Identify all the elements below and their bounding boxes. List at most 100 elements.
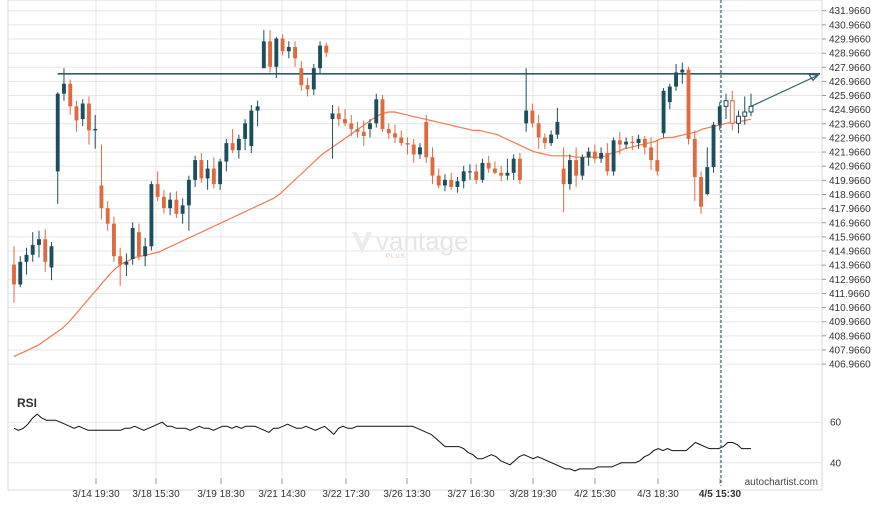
candle-body — [399, 137, 404, 144]
candle-body — [680, 69, 685, 73]
price-tick-label: 426.9660 — [829, 77, 871, 88]
price-tick-label: 418.9660 — [829, 190, 871, 201]
watermark: vantage PLUS — [352, 226, 469, 260]
candle-body — [492, 168, 497, 173]
candle-body — [274, 38, 279, 67]
price-tick-label: 431.9660 — [829, 6, 871, 17]
candle-body — [30, 244, 35, 255]
candle-body — [280, 38, 285, 52]
price-tick-label: 419.9660 — [829, 176, 871, 187]
price-tick-label: 410.9660 — [829, 303, 871, 314]
rsi-line — [13, 413, 751, 472]
x-tick-label: 4/2 15:30 — [574, 489, 616, 500]
candle-body — [517, 158, 522, 180]
candle-body — [336, 113, 341, 120]
candle-body — [630, 141, 635, 144]
candle-body — [486, 162, 491, 169]
candle-body — [87, 103, 91, 131]
x-tick-label: 3/28 19:30 — [509, 489, 557, 500]
price-tick-label: 429.9660 — [829, 34, 871, 45]
candle-body — [480, 162, 485, 180]
candle-body — [567, 160, 572, 185]
price-tick-label: 428.9660 — [829, 49, 871, 60]
price-tick-label: 430.9660 — [829, 20, 871, 31]
candle-body — [93, 128, 98, 131]
watermark-text: vantage — [376, 226, 469, 256]
candle-body — [205, 168, 210, 179]
x-tick-label: 3/18 15:30 — [132, 489, 180, 500]
candle-body — [592, 151, 597, 159]
candle-body — [80, 103, 85, 120]
candle-body — [230, 143, 235, 151]
candle-body — [180, 205, 185, 214]
candle-body — [555, 121, 560, 135]
candle-body — [542, 137, 547, 144]
candle-body — [530, 110, 535, 124]
candle-body — [617, 140, 622, 145]
candle-body — [224, 143, 229, 162]
candle-body — [655, 160, 660, 172]
price-tick-label: 408.9660 — [829, 331, 871, 342]
candle-body — [99, 185, 104, 209]
candle-body — [343, 119, 347, 124]
candle-body — [236, 138, 241, 151]
candle-body — [711, 124, 716, 168]
price-tick-label: 422.9660 — [829, 133, 871, 144]
candle-body — [330, 113, 335, 120]
candle-body — [536, 123, 541, 138]
candle-body — [667, 86, 672, 103]
price-tick-label: 406.9660 — [829, 360, 871, 371]
candle-body — [468, 171, 472, 173]
price-tick-label: 409.9660 — [829, 317, 871, 328]
candle-body — [311, 68, 316, 90]
candle-body — [605, 153, 610, 172]
candle-body — [249, 110, 254, 146]
candle-body — [324, 45, 329, 53]
candle-body — [599, 153, 604, 159]
candle-body — [268, 41, 273, 67]
candle-body — [455, 181, 460, 187]
candle-body — [318, 45, 322, 69]
candle-body — [449, 179, 454, 187]
candle-body — [37, 239, 41, 245]
candle-body — [24, 254, 29, 262]
rsi-title: RSI — [17, 396, 37, 410]
candle-body — [723, 100, 729, 107]
candle-body — [686, 69, 691, 139]
x-tick-label: 3/27 16:30 — [447, 489, 495, 500]
x-axis: 3/14 19:30 3/18 15:30 3/19 18:30 3/21 14:30… — [72, 478, 742, 500]
candle-body — [549, 134, 554, 144]
x-tick-label: 4/5 15:30 — [699, 489, 742, 500]
candle-body — [580, 157, 585, 176]
candle-body — [436, 175, 441, 186]
candle-body — [74, 106, 79, 121]
candle-body — [729, 100, 735, 124]
candle-body — [511, 158, 516, 173]
x-tick-label: 3/26 13:30 — [383, 489, 431, 500]
candle-body — [55, 93, 60, 172]
candle-body — [261, 41, 266, 69]
candle-body — [386, 128, 391, 134]
candle-body — [218, 161, 223, 185]
candle-body — [286, 46, 291, 52]
candle-body — [305, 85, 310, 90]
x-tick-label: 3/22 17:30 — [322, 489, 370, 500]
candle-body — [524, 110, 529, 124]
candle-body — [49, 246, 54, 268]
x-tick-label: 3/14 19:30 — [72, 489, 120, 500]
main-grid — [7, 0, 823, 491]
candle-body — [255, 106, 260, 111]
candle-body — [299, 68, 304, 86]
candle-body — [424, 121, 429, 158]
candle-body — [624, 141, 629, 145]
candle-body — [368, 123, 372, 129]
price-tick-label: 421.9660 — [829, 148, 871, 159]
watermark-subtext: PLUS — [386, 254, 406, 260]
candle-body — [111, 223, 116, 257]
rsi-axis: 60 40 — [830, 418, 842, 470]
candle-body — [699, 177, 703, 207]
candle-body — [505, 172, 510, 176]
candle-body — [199, 160, 204, 179]
plot-frame — [7, 0, 823, 491]
candle-body — [12, 264, 16, 285]
